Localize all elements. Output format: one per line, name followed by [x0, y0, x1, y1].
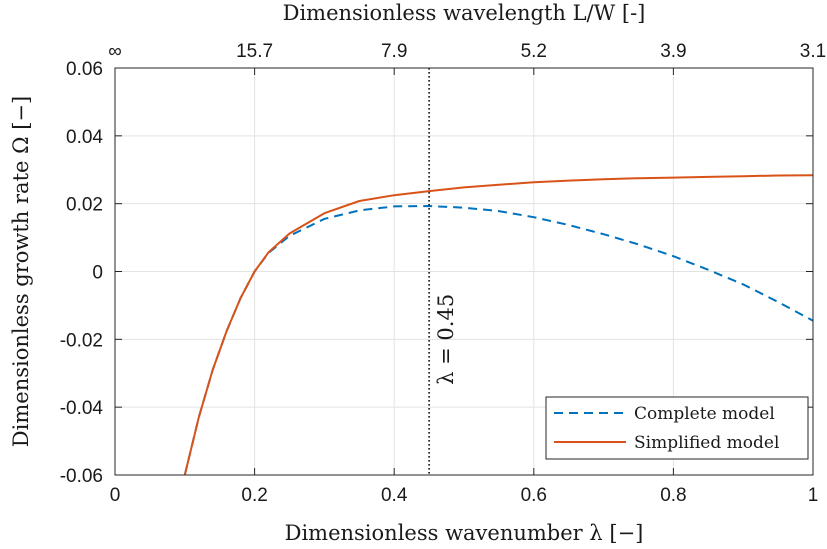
- y-axis-label: Dimensionless growth rate Ω [−]: [9, 96, 33, 447]
- top-tick-label: 3.1: [800, 41, 826, 62]
- x-tick-label: 0.8: [660, 485, 686, 506]
- y-tick-label: -0.02: [60, 330, 103, 351]
- y-tick-label: 0.02: [66, 195, 103, 216]
- top-tick-label: 15.7: [236, 41, 273, 62]
- series-layer: [183, 174, 814, 476]
- x-axis-label: Dimensionless wavenumber λ [−]: [285, 521, 644, 545]
- x-tick-label: 1: [808, 485, 819, 506]
- y-tick-label: 0.06: [66, 59, 103, 80]
- top-axis-label: Dimensionless wavelength L/W [-]: [283, 1, 646, 25]
- legend-box: [545, 396, 809, 460]
- top-tick-label: 5.2: [521, 41, 547, 62]
- y-tick-label: -0.06: [60, 466, 103, 487]
- legend-entry-simplified: Simplified model: [634, 433, 779, 453]
- x-tick-label: 0.6: [521, 485, 547, 506]
- ticks: 0 ∞ 0.2 15.7 0.4 7.9 0.6 5.2 0.8 3.9 1 3.1 -0.06 -0.0…: [60, 41, 827, 506]
- series-line-complete: [183, 205, 814, 476]
- x-tick-label: 0.2: [241, 485, 267, 506]
- legend: Complete model Simplified model: [545, 396, 809, 460]
- series-line-simplified: [183, 174, 814, 476]
- x-tick-label: 0: [110, 485, 121, 506]
- top-tick-label: 7.9: [381, 41, 407, 62]
- top-tick-label: 3.9: [660, 41, 686, 62]
- top-tick-label: ∞: [108, 41, 122, 62]
- x-tick-label: 0.4: [381, 485, 408, 506]
- legend-entry-complete: Complete model: [634, 404, 775, 424]
- y-tick-label: -0.04: [60, 398, 104, 419]
- y-tick-label: 0: [92, 263, 103, 284]
- vline-label: λ = 0.45: [434, 294, 458, 385]
- y-tick-label: 0.04: [66, 127, 103, 148]
